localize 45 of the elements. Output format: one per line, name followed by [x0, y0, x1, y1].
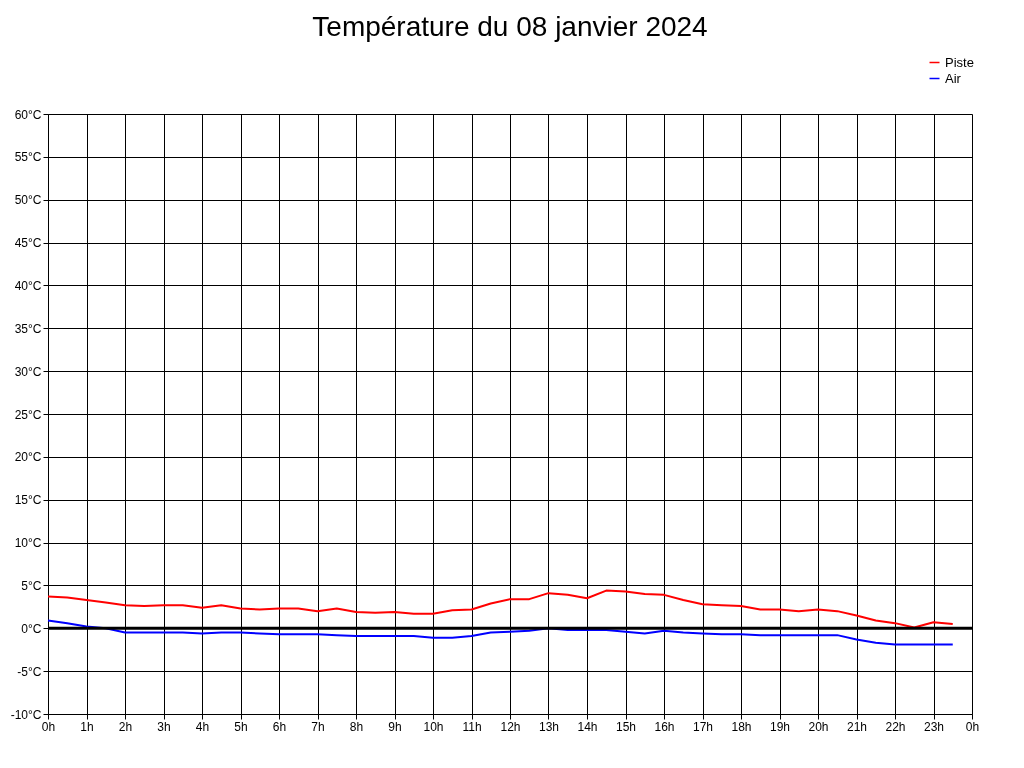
x-tick-label: 0h [41, 719, 56, 734]
x-tick-label: 6h [272, 719, 287, 734]
legend-label: Piste [945, 54, 974, 70]
x-tick-label: 3h [157, 719, 171, 734]
x-tick-label: 2h [118, 719, 133, 734]
x-tick-label: 14h [577, 719, 598, 734]
x-tick-label: 12h [500, 719, 521, 734]
x-tick-label: 1h [80, 719, 94, 734]
y-tick-label: 35°C [14, 321, 42, 336]
line-series [47, 619, 954, 646]
y-tick-label: 20°C [14, 450, 42, 465]
y-tick-label: 50°C [14, 193, 42, 208]
x-tick-label: 0h [965, 719, 980, 734]
x-tick-label: 13h [538, 719, 560, 734]
y-tick-label: 0°C [21, 621, 42, 636]
y-tick-label: 60°C [14, 107, 42, 122]
x-tick-label: 17h [692, 719, 714, 734]
y-tick-label: -10°C [10, 707, 42, 722]
y-tick-label: 15°C [14, 493, 42, 508]
y-tick-label: 30°C [14, 364, 42, 379]
legend-label: Air [945, 70, 962, 86]
x-tick-label: 16h [654, 719, 675, 734]
y-tick-label: 40°C [14, 278, 42, 293]
y-tick-label: 45°C [14, 236, 42, 251]
x-tick-label: 10h [423, 719, 444, 734]
x-tick-label: 4h [195, 719, 210, 734]
x-tick-label: 18h [731, 719, 752, 734]
y-tick-label: 25°C [14, 407, 42, 422]
x-tick-label: 19h [769, 719, 791, 734]
y-tick-label: -5°C [17, 664, 42, 679]
y-tick-label: 5°C [21, 578, 42, 593]
y-tick-label: 10°C [14, 536, 42, 551]
x-tick-label: 9h [388, 719, 402, 734]
x-tick-label: 15h [615, 719, 637, 734]
x-tick-label: 5h [234, 719, 248, 734]
x-tick-label: 20h [808, 719, 829, 734]
x-tick-label: 7h [311, 719, 325, 734]
x-tick-label: 21h [846, 719, 868, 734]
x-tick-label: 23h [923, 719, 945, 734]
x-tick-label: 22h [885, 719, 906, 734]
x-tick-label: 8h [349, 719, 364, 734]
chart-title: Température du 08 janvier 2024 [312, 11, 708, 42]
x-tick-label: 11h [462, 719, 482, 734]
line-series [47, 589, 954, 629]
y-tick-label: 55°C [14, 150, 42, 165]
